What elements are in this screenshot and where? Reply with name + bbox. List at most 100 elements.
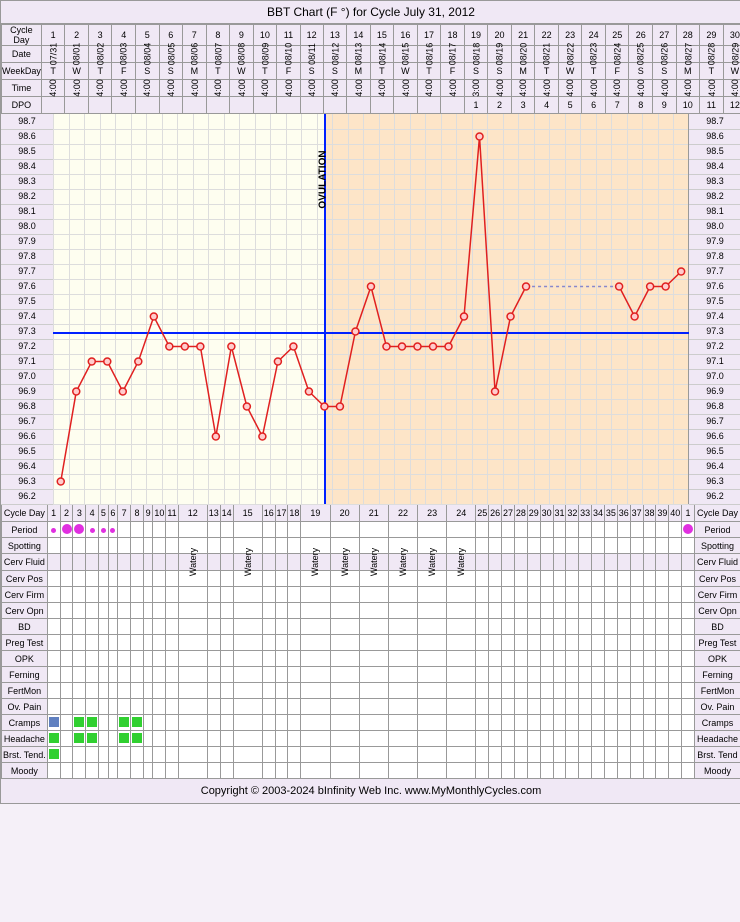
data-cell — [178, 651, 207, 667]
data-cell: 4:00 — [253, 80, 277, 97]
temp-label: 96.6 — [1, 429, 53, 445]
data-cell — [330, 731, 359, 747]
data-cell — [131, 699, 144, 715]
data-cell — [65, 97, 89, 114]
data-cell — [388, 715, 417, 731]
data-cell — [178, 763, 207, 779]
data-cell — [656, 554, 669, 571]
data-cell — [579, 747, 592, 763]
data-cell — [262, 731, 275, 747]
row-label: Preg Test — [2, 635, 48, 651]
data-cell: 8 — [131, 505, 144, 522]
data-cell — [682, 603, 695, 619]
row-label: DPO — [2, 97, 42, 114]
symptom-marker-icon — [87, 717, 97, 727]
data-cell — [143, 571, 153, 587]
data-cell — [47, 635, 60, 651]
data-cell — [540, 571, 553, 587]
data-cell — [617, 731, 630, 747]
row-label: Headache — [2, 731, 48, 747]
data-cell — [153, 763, 166, 779]
data-cell: Watery — [233, 554, 262, 571]
data-cell — [301, 667, 330, 683]
data-cell — [108, 683, 118, 699]
data-cell — [579, 715, 592, 731]
row-label: WeekDay — [2, 63, 42, 80]
data-cell — [207, 699, 220, 715]
row-label: BD — [2, 619, 48, 635]
data-cell — [262, 699, 275, 715]
data-cell — [388, 683, 417, 699]
data-cell — [47, 667, 60, 683]
data-cell — [73, 603, 86, 619]
row-label: Cycle Day — [2, 505, 48, 522]
data-cell — [262, 538, 275, 554]
data-cell — [99, 619, 109, 635]
temp-label: 96.2 — [1, 489, 53, 505]
data-cell — [99, 731, 109, 747]
data-cell — [592, 619, 605, 635]
data-cell: 08/21 — [535, 46, 559, 63]
temp-label: 98.0 — [689, 219, 740, 235]
row-label: Ferning — [694, 667, 740, 683]
data-cell — [178, 731, 207, 747]
data-cell — [447, 619, 476, 635]
data-cell — [288, 731, 301, 747]
data-cell — [418, 603, 447, 619]
data-cell: 08/22 — [558, 46, 582, 63]
temp-label: 98.3 — [1, 174, 53, 190]
data-cell — [153, 699, 166, 715]
data-cell — [207, 603, 220, 619]
data-cell — [118, 635, 131, 651]
data-cell — [592, 667, 605, 683]
data-cell — [60, 554, 73, 571]
data-cell — [553, 763, 566, 779]
data-cell — [643, 651, 656, 667]
data-cell — [566, 683, 579, 699]
data-cell — [153, 635, 166, 651]
temp-label: 97.5 — [689, 294, 740, 310]
data-cell — [447, 763, 476, 779]
data-cell — [99, 699, 109, 715]
data-cell — [566, 667, 579, 683]
data-cell: 39 — [656, 505, 669, 522]
data-cell: 4:00 — [41, 80, 65, 97]
data-cell — [262, 651, 275, 667]
data-cell — [489, 635, 502, 651]
data-cell — [275, 538, 288, 554]
data-cell — [617, 587, 630, 603]
data-cell — [288, 571, 301, 587]
data-cell — [502, 587, 515, 603]
data-cell — [566, 554, 579, 571]
data-cell — [207, 619, 220, 635]
data-cell — [540, 538, 553, 554]
temp-label: 97.8 — [1, 249, 53, 265]
data-cell — [99, 603, 109, 619]
data-cell — [553, 619, 566, 635]
data-cell: 08/09 — [253, 46, 277, 63]
data-cell — [527, 603, 540, 619]
data-cell — [47, 763, 60, 779]
data-cell: 3:00 — [464, 80, 488, 97]
data-cell — [262, 667, 275, 683]
data-cell — [73, 554, 86, 571]
data-cell — [330, 715, 359, 731]
data-cell — [643, 715, 656, 731]
data-cell — [669, 731, 682, 747]
data-cell — [656, 699, 669, 715]
data-cell — [233, 603, 262, 619]
symptom-marker-icon — [132, 717, 142, 727]
data-cell — [447, 522, 476, 538]
data-cell — [88, 97, 112, 114]
data-cell — [418, 683, 447, 699]
temp-label: 96.4 — [1, 459, 53, 475]
data-cell — [388, 651, 417, 667]
row-label: Cerv Fluid — [2, 554, 48, 571]
data-cell — [206, 97, 230, 114]
data-cell — [502, 667, 515, 683]
data-cell — [288, 522, 301, 538]
data-cell — [166, 538, 178, 554]
row-label: Cycle Day — [2, 25, 42, 46]
data-cell — [489, 538, 502, 554]
data-cell — [359, 715, 388, 731]
